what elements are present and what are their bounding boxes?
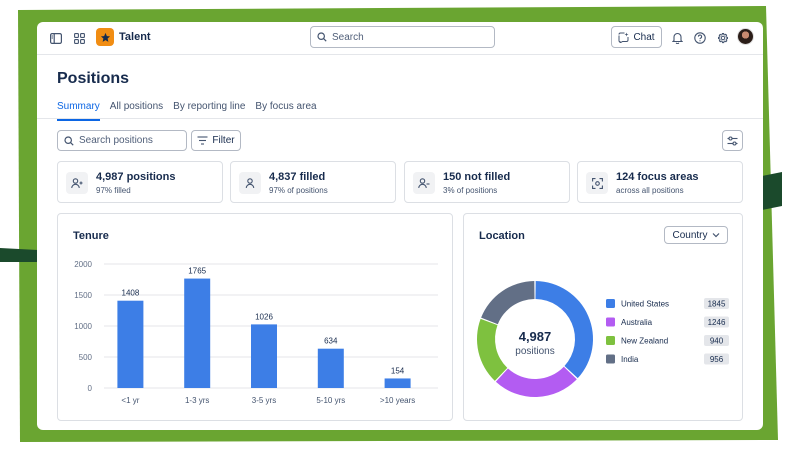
legend-value-badge <box>704 335 729 346</box>
filter-button[interactable]: Filter <box>191 130 241 151</box>
legend-swatch <box>606 336 615 345</box>
legend-label: Australia <box>621 318 653 327</box>
tab-by-focus-area[interactable]: By focus area <box>255 101 317 112</box>
tenure-bar-chart: 0 500 1000 1500 2000 1408 <1 yr 1765 1-3 yrs 1026… <box>74 260 438 405</box>
stat-caption: across all positions <box>616 186 684 195</box>
stat-caption: 97% of positions <box>269 186 328 195</box>
person-remove-icon <box>413 172 435 194</box>
stat-card-not-filled[interactable]: 150 not filled 3% of positions <box>404 161 570 203</box>
legend-swatch <box>606 299 615 308</box>
legend-swatch <box>606 317 615 327</box>
y-tick-label: 2000 <box>74 260 92 269</box>
tenure-title: Tenure <box>73 230 109 242</box>
legend-value: 1845 <box>708 300 726 309</box>
legend-label: United States <box>621 300 669 309</box>
y-tick-label: 1000 <box>74 322 92 331</box>
search-positions-input[interactable]: Search positions <box>57 130 187 151</box>
country-select-value: Country <box>672 229 708 241</box>
top-bar: Talent Search Chat <box>37 22 763 54</box>
person-add-icon <box>66 172 88 194</box>
bar-value-label: 634 <box>324 337 338 346</box>
chat-label: Chat <box>633 31 655 43</box>
focus-icon <box>586 172 608 194</box>
location-donut-chart: 4,987 positions United States 1845 Australia… <box>477 281 729 397</box>
location-panel: Location Country 4,987 positions United St… <box>463 213 743 421</box>
y-tick-label: 500 <box>79 353 93 362</box>
stat-value: 150 not filled <box>443 171 511 183</box>
bar[interactable] <box>184 278 211 388</box>
stat-caption: 3% of positions <box>443 186 498 195</box>
legend-value: 940 <box>710 337 724 346</box>
x-tick-label: 1-3 yrs <box>185 396 209 405</box>
bar-value-label: 1026 <box>255 312 273 321</box>
tab-divider <box>37 118 763 119</box>
bar-value-label: 154 <box>391 366 405 375</box>
bar[interactable] <box>317 348 344 388</box>
tab-all-positions[interactable]: All positions <box>109 101 164 112</box>
chat-sparkle-icon <box>618 32 629 43</box>
x-tick-label: >10 years <box>380 396 415 405</box>
gear-icon[interactable] <box>715 30 731 46</box>
app-name[interactable]: Talent <box>119 31 151 43</box>
legend-swatch <box>606 354 615 364</box>
stat-card-positions[interactable]: 4,987 positions 97% filled <box>57 161 223 203</box>
location-title: Location <box>479 230 525 242</box>
stat-value: 124 focus areas <box>616 171 699 183</box>
app-switcher-icon[interactable] <box>71 30 87 46</box>
sidebar-toggle-icon[interactable] <box>48 30 64 46</box>
bar[interactable] <box>384 378 411 388</box>
tab-summary[interactable]: Summary <box>57 101 100 121</box>
chat-button[interactable]: Chat <box>611 26 662 48</box>
tenure-panel: Tenure 0 500 1000 1500 2000 1408 <1 yr 1765 1-3 … <box>57 213 453 421</box>
view-settings-button[interactable] <box>722 130 743 151</box>
legend-value-badge <box>704 316 729 328</box>
legend-value: 956 <box>710 355 724 364</box>
x-tick-label: 3-5 yrs <box>252 396 276 405</box>
legend-label: New Zealand <box>621 337 668 346</box>
tab-by-reporting-line[interactable]: By reporting line <box>173 101 246 112</box>
tab-bar: Summary All positions By reporting line … <box>57 101 327 121</box>
donut-slice[interactable] <box>477 318 508 381</box>
donut-slice[interactable] <box>481 281 535 325</box>
donut-center-label: positions <box>515 346 554 357</box>
person-icon <box>239 172 261 194</box>
stat-value: 4,987 positions <box>96 171 176 183</box>
x-tick-label: <1 yr <box>121 396 139 405</box>
country-select[interactable]: Country <box>664 226 728 244</box>
star-logo-icon[interactable] <box>96 28 114 46</box>
search-placeholder: Search <box>332 31 364 43</box>
bar-value-label: 1765 <box>188 267 206 276</box>
app-window: Talent Search Chat Positions Summary All… <box>37 22 763 430</box>
stat-card-filled[interactable]: 4,837 filled 97% of positions <box>230 161 396 203</box>
donut-slice[interactable] <box>535 281 593 379</box>
help-icon[interactable] <box>692 30 708 46</box>
bell-icon[interactable] <box>669 30 685 46</box>
bar[interactable] <box>117 300 144 388</box>
stat-value: 4,837 filled <box>269 171 326 183</box>
filter-icon <box>197 136 208 145</box>
search-icon <box>64 135 74 146</box>
donut-slice[interactable] <box>495 366 577 397</box>
legend-value-badge <box>704 353 729 365</box>
sliders-icon <box>727 135 738 146</box>
legend-value-badge <box>704 298 729 309</box>
page-title: Positions <box>57 70 130 87</box>
bar[interactable] <box>251 324 277 388</box>
stat-card-focus-areas[interactable]: 124 focus areas across all positions <box>577 161 743 203</box>
search-icon <box>317 32 327 42</box>
chevron-down-icon <box>712 233 719 238</box>
y-tick-label: 0 <box>88 384 93 393</box>
filter-label: Filter <box>212 135 235 146</box>
header-divider <box>37 54 763 55</box>
donut-center-value: 4,987 <box>519 329 552 344</box>
bar-value-label: 1408 <box>122 289 140 298</box>
legend-value: 1246 <box>708 318 726 327</box>
global-search-input[interactable]: Search <box>310 26 495 48</box>
avatar[interactable] <box>737 28 754 45</box>
x-tick-label: 5-10 yrs <box>316 396 345 405</box>
stat-caption: 97% filled <box>96 186 131 195</box>
legend-label: India <box>621 355 639 364</box>
search-positions-placeholder: Search positions <box>79 135 153 146</box>
y-tick-label: 1500 <box>74 291 92 300</box>
